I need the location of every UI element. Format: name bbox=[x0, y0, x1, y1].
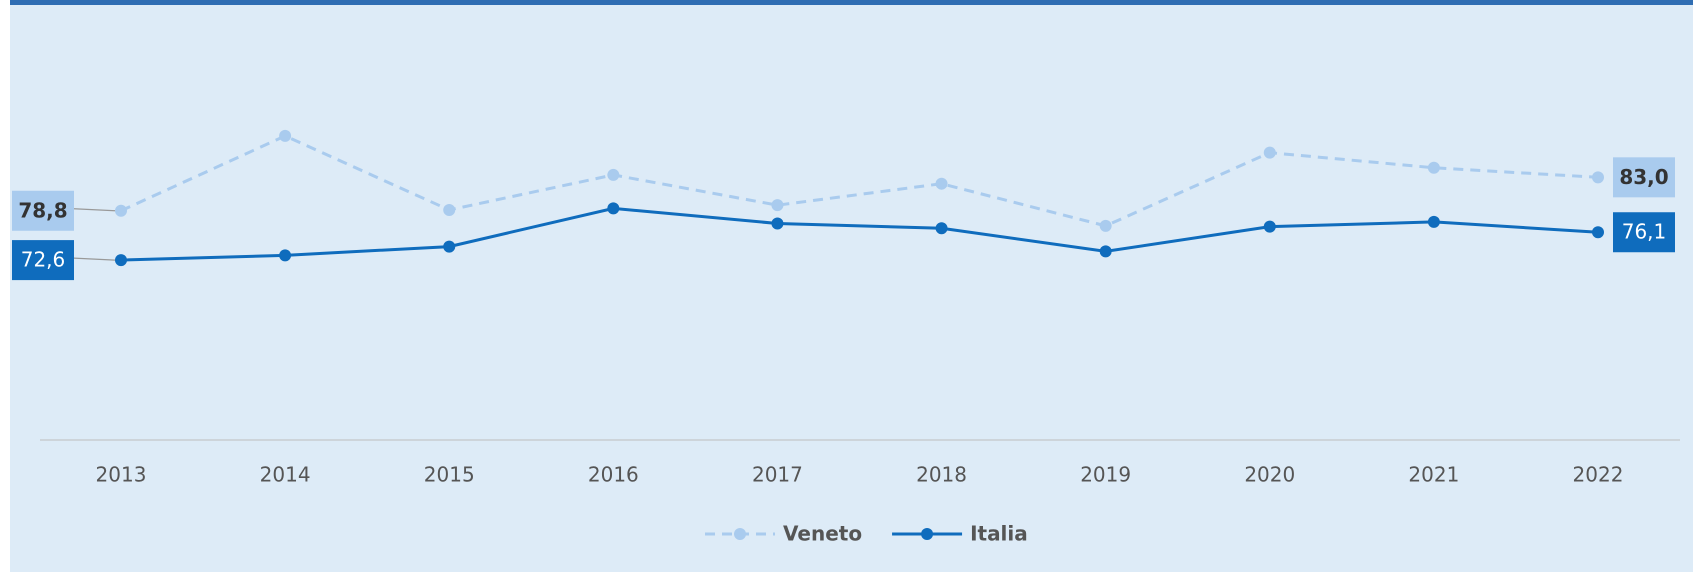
point bbox=[771, 217, 784, 230]
data-label: 72,6 bbox=[21, 248, 66, 272]
point bbox=[607, 168, 620, 181]
point bbox=[1263, 220, 1276, 233]
legend-marker bbox=[734, 528, 746, 540]
point bbox=[1427, 161, 1440, 174]
label-box bbox=[12, 190, 74, 231]
x-tick-label: 2017 bbox=[752, 463, 803, 487]
point bbox=[607, 202, 620, 215]
legend-label: Veneto bbox=[783, 522, 862, 546]
x-tick-label: 2021 bbox=[1408, 463, 1459, 487]
label-box bbox=[1613, 157, 1675, 198]
top-border bbox=[0, 0, 1693, 5]
leader-line bbox=[73, 257, 116, 261]
point bbox=[1099, 245, 1112, 258]
point bbox=[115, 254, 127, 267]
x-tick-label: 2020 bbox=[1244, 463, 1295, 487]
x-tick-label: 2016 bbox=[588, 463, 639, 487]
series-line bbox=[120, 206, 1599, 262]
point bbox=[279, 249, 292, 262]
point bbox=[1592, 171, 1604, 184]
legend-marker bbox=[921, 528, 934, 540]
point bbox=[935, 177, 948, 190]
x-tick-label: 2019 bbox=[1080, 463, 1131, 487]
series-line bbox=[120, 134, 1599, 228]
point bbox=[443, 203, 456, 216]
data-label: 83,0 bbox=[1619, 165, 1668, 189]
x-tick-label: 2018 bbox=[916, 463, 967, 487]
x-tick-label: 2013 bbox=[96, 463, 147, 487]
point bbox=[771, 199, 784, 212]
label-box bbox=[1613, 212, 1675, 253]
point bbox=[443, 240, 456, 253]
point bbox=[1592, 226, 1604, 239]
legend-label: Italia bbox=[970, 522, 1028, 546]
data-label: 76,1 bbox=[1622, 220, 1667, 244]
x-tick-label: 2022 bbox=[1573, 463, 1624, 487]
point bbox=[1099, 219, 1112, 232]
leader-line bbox=[73, 208, 116, 212]
point bbox=[279, 129, 292, 142]
x-tick-label: 2014 bbox=[260, 463, 311, 487]
x-tick-label: 2015 bbox=[424, 463, 475, 487]
label-box bbox=[12, 240, 74, 281]
left-margin bbox=[0, 0, 10, 572]
data-label: 78,8 bbox=[18, 198, 67, 222]
point bbox=[115, 204, 127, 217]
point bbox=[1263, 146, 1276, 159]
point bbox=[935, 222, 948, 235]
point bbox=[1427, 215, 1440, 228]
